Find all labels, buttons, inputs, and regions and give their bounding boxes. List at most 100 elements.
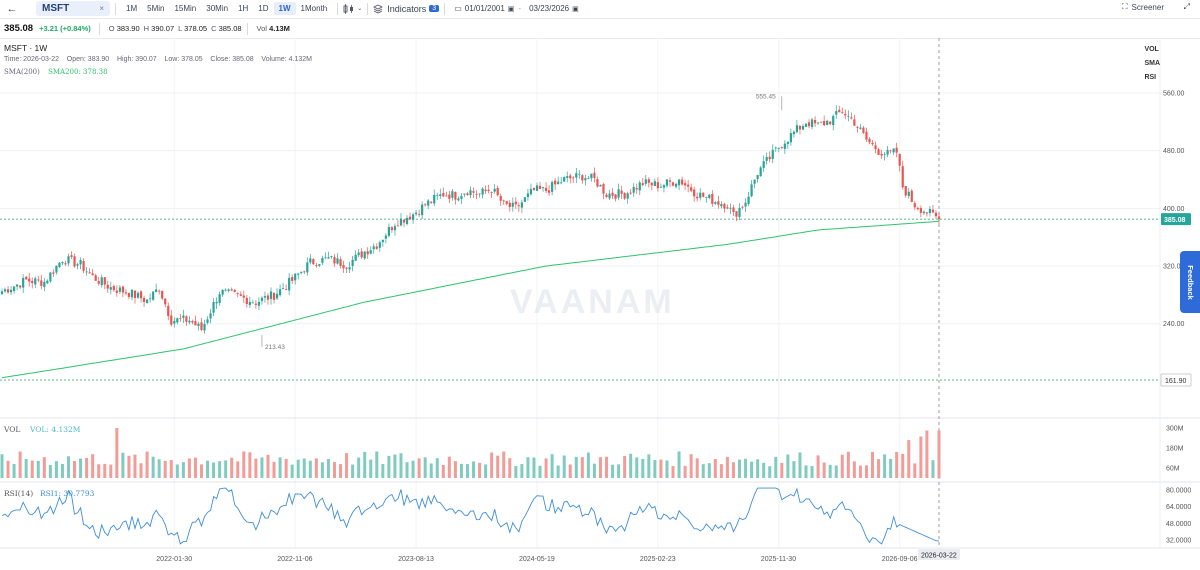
legend-high: High: 390.07 [117, 56, 157, 63]
candle [569, 175, 572, 179]
volume-bar [653, 460, 657, 478]
volume-bar [60, 464, 64, 478]
calendar-picker-icon[interactable]: ▣ [572, 5, 579, 13]
pane-item-vol[interactable]: VOL [1144, 46, 1159, 53]
candle [405, 217, 409, 224]
candle [496, 187, 499, 196]
back-button[interactable]: ← [0, 0, 24, 17]
candle [801, 126, 805, 130]
symbol-chip[interactable]: MSFT × [36, 1, 110, 16]
volume-bar [73, 461, 77, 478]
candle [502, 200, 505, 202]
candle [587, 178, 590, 179]
timeframe-30min[interactable]: 30Min [206, 4, 229, 13]
timeframe-1month[interactable]: 1Month [300, 4, 328, 13]
feedback-button[interactable]: Feedback [1180, 251, 1200, 313]
volume-bar [363, 451, 367, 478]
pane-list: VOL SMA RSI [1144, 43, 1160, 85]
volume-bar [617, 464, 621, 478]
candle [390, 227, 394, 231]
volume-bar [459, 463, 463, 478]
candle [835, 111, 838, 115]
timeframe-1d[interactable]: 1D [258, 4, 269, 13]
chart-type-button[interactable]: ⌄ [343, 3, 362, 14]
legend-close: Close: 385.08 [210, 56, 254, 63]
candle [717, 201, 720, 205]
candle [762, 161, 765, 169]
candle [372, 246, 375, 250]
date-to-field[interactable]: 03/23/2026 ▣ [529, 4, 579, 13]
candlestick-chart-icon [343, 3, 354, 14]
low-line-tag-label: 161.90 [1165, 378, 1187, 385]
pane-item-rsi[interactable]: RSI [1144, 74, 1157, 81]
pane-item-sma[interactable]: SMA [1144, 60, 1160, 67]
calendar-picker-icon[interactable]: ▣ [507, 5, 515, 13]
volume-bar [629, 453, 633, 478]
volume-bar [375, 451, 379, 478]
volume-bar [840, 454, 844, 478]
volume-bar [24, 458, 28, 478]
price-chart[interactable]: 560.00 480.00 400.00 320.00 240.00 555.45 213.… [0, 38, 1200, 570]
legend-low: Low: 378.05 [164, 56, 203, 63]
candle [164, 298, 167, 305]
volume-bar [290, 464, 294, 478]
timeframe-1m[interactable]: 1M [126, 4, 138, 13]
volume-bar [508, 458, 512, 478]
last-price-tag [1161, 213, 1191, 226]
candle [109, 287, 112, 290]
candle [22, 277, 25, 288]
screener-button[interactable]: ⛶ Screener [1122, 2, 1164, 12]
candle [475, 193, 478, 195]
volume-bar [659, 459, 663, 478]
candle [554, 180, 557, 185]
candle [656, 182, 659, 189]
candle [677, 179, 681, 186]
candle [327, 257, 330, 259]
candle [303, 271, 306, 273]
candle [877, 149, 880, 155]
date-from-field[interactable]: ▭ 01/01/2001 ▣ [454, 4, 514, 13]
candle [832, 115, 835, 126]
candle [820, 121, 823, 123]
candle [393, 226, 397, 231]
candle [460, 196, 463, 199]
symbol-label: MSFT [42, 3, 70, 14]
close-value: 385.08 [218, 24, 242, 33]
candle [300, 271, 303, 274]
timeframe-5min[interactable]: 5Min [147, 4, 165, 13]
price-axis-label: 560.00 [1163, 91, 1185, 98]
candle [596, 179, 599, 187]
volume-bar [514, 465, 518, 478]
indicators-button[interactable]: Indicators 3 [373, 4, 440, 14]
volume-bar [6, 460, 10, 478]
candle [282, 288, 285, 290]
candle [575, 173, 578, 178]
close-symbol-icon[interactable]: × [99, 4, 104, 13]
candle [520, 202, 523, 208]
candle [139, 291, 143, 299]
candle [644, 179, 647, 184]
volume-bar [556, 465, 560, 478]
timeframe-15min[interactable]: 15Min [174, 4, 197, 13]
volume-bar [248, 452, 252, 478]
candle [650, 182, 653, 186]
time-axis-label: 2022-11-06 [277, 556, 312, 563]
candle [130, 289, 134, 298]
candle [541, 186, 545, 188]
volume-bar [254, 458, 258, 478]
volume-bar [580, 457, 584, 478]
info-divider [246, 22, 248, 35]
legend-volume: Volume: 4.132M [261, 56, 312, 63]
candle [430, 201, 433, 203]
candle [414, 212, 418, 215]
volume-bar [308, 460, 312, 478]
timeframe-1h[interactable]: 1H [238, 4, 249, 13]
high-label: H [143, 24, 150, 33]
volume-bar [12, 463, 16, 478]
timeframe-1w[interactable]: 1W [273, 2, 296, 15]
candle [31, 280, 34, 284]
price-axis-label: 320.00 [1163, 264, 1185, 271]
expand-icon[interactable]: ⤢ [1183, 2, 1190, 11]
candle [850, 117, 853, 119]
volume-bar [345, 453, 349, 478]
